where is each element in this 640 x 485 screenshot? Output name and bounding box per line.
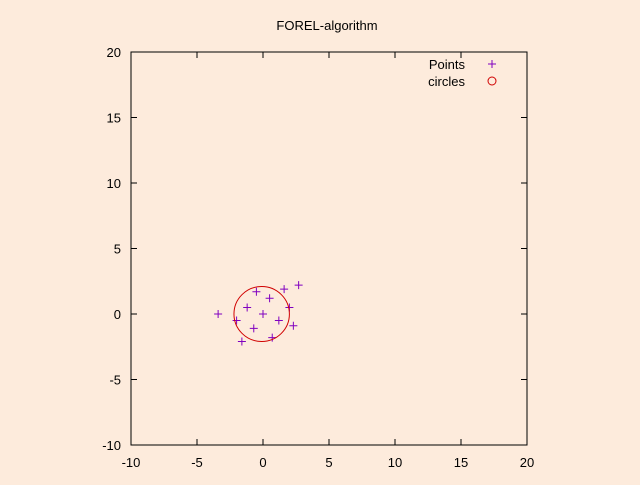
point-marker: [294, 281, 303, 290]
x-tick-label: 15: [454, 455, 468, 470]
legend-label-points: Points: [429, 57, 466, 72]
plot-frame: [130, 51, 528, 446]
point-marker: [280, 285, 289, 294]
circle-mark: [233, 285, 290, 343]
point-marker: [252, 287, 261, 296]
point-marker: [274, 316, 283, 325]
point-marker: [249, 324, 258, 333]
point-marker: [265, 294, 274, 303]
x-tick-label: -10: [122, 455, 141, 470]
x-tick-label: 5: [325, 455, 332, 470]
legend-label-circles: circles: [428, 74, 465, 89]
y-tick-label: 15: [107, 111, 121, 126]
point-marker: [214, 310, 223, 318]
legend-circle-icon: [487, 76, 497, 86]
x-tick-label: 20: [520, 455, 534, 470]
chart-title: FOREL-algorithm: [276, 18, 377, 33]
y-tick-label: -10: [102, 438, 121, 453]
point-marker: [289, 321, 298, 330]
x-tick-label: 0: [259, 455, 266, 470]
point-marker: [259, 310, 267, 318]
point-marker: [237, 337, 246, 346]
x-tick-label: -5: [191, 455, 203, 470]
y-tick-label: 20: [107, 45, 121, 60]
x-tick-label: 10: [388, 455, 402, 470]
legend: Points circles: [428, 57, 497, 89]
legend-plus-icon: [488, 60, 496, 68]
point-marker: [243, 303, 252, 312]
data-marks: [214, 281, 303, 346]
point-marker: [232, 316, 241, 325]
y-tick-label: 5: [114, 242, 121, 257]
axis-ticks: -10 -5 0 5 10 15 20 -10 -5 0 5 10 15 20: [102, 45, 534, 470]
y-tick-label: 0: [114, 307, 121, 322]
point-marker: [268, 333, 277, 342]
y-tick-label: 10: [107, 176, 121, 191]
legend-symbols: [487, 60, 497, 86]
y-tick-label: -5: [109, 373, 121, 388]
